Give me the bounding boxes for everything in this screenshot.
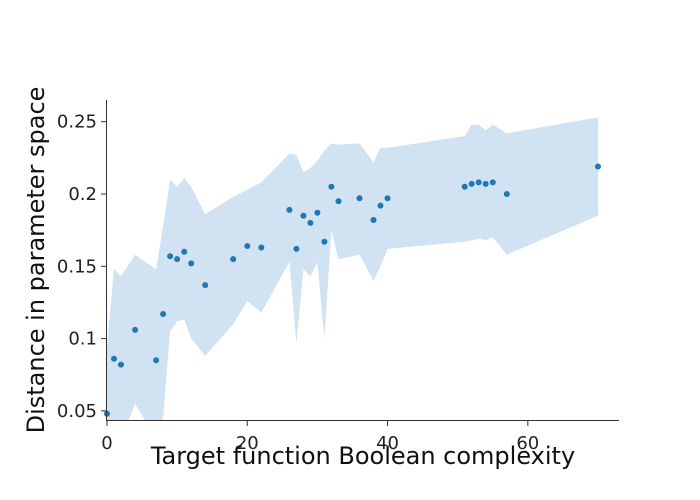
confidence-band xyxy=(107,117,598,421)
y-tick-label-2: 0.15 xyxy=(57,256,97,277)
data-point-7 xyxy=(174,256,181,263)
x-axis-title: Target function Boolean complexity xyxy=(150,442,575,470)
data-point-28 xyxy=(475,179,482,186)
x-axis-ticks: 0 20 40 60 xyxy=(101,421,539,454)
data-point-10 xyxy=(202,282,209,289)
data-point-30 xyxy=(489,179,496,186)
data-point-15 xyxy=(293,245,300,252)
data-point-29 xyxy=(482,180,489,187)
data-point-14 xyxy=(286,206,293,213)
data-point-18 xyxy=(314,209,321,216)
data-point-24 xyxy=(377,202,384,209)
x-tick-label-3: 60 xyxy=(516,433,539,454)
data-point-31 xyxy=(503,191,510,197)
data-point-16 xyxy=(300,212,307,219)
data-point-25 xyxy=(384,195,391,202)
data-point-3 xyxy=(132,326,139,333)
data-point-8 xyxy=(181,248,188,255)
data-point-12 xyxy=(244,243,251,249)
y-axis-title: Distance in parameter space xyxy=(22,87,50,434)
x-tick-label-1: 20 xyxy=(236,433,259,454)
y-tick-label-0: 0.05 xyxy=(57,401,97,422)
data-point-17 xyxy=(307,219,314,226)
data-point-23 xyxy=(370,217,377,223)
y-tick-label-4: 0.25 xyxy=(57,112,97,133)
x-tick-label-2: 40 xyxy=(376,433,399,454)
data-point-19 xyxy=(321,238,328,245)
y-tick-label-1: 0.1 xyxy=(68,329,97,350)
data-point-6 xyxy=(167,253,174,260)
data-point-1 xyxy=(111,355,117,362)
y-tick-label-3: 0.2 xyxy=(68,184,97,205)
data-point-32 xyxy=(595,163,601,170)
data-point-11 xyxy=(230,256,237,263)
data-point-9 xyxy=(188,260,195,267)
data-point-4 xyxy=(153,357,160,364)
data-point-21 xyxy=(335,198,342,205)
data-point-27 xyxy=(468,180,475,187)
data-point-2 xyxy=(118,361,124,368)
data-points-layer xyxy=(104,163,601,417)
confidence-band-layer xyxy=(107,117,598,421)
data-point-22 xyxy=(356,195,363,202)
data-point-20 xyxy=(328,183,335,190)
x-tick-label-0: 0 xyxy=(101,433,112,454)
data-point-13 xyxy=(258,244,265,251)
data-point-5 xyxy=(160,311,167,317)
data-point-26 xyxy=(461,183,468,190)
y-axis-ticks: 0.05 0.1 0.15 0.2 0.25 xyxy=(57,112,107,422)
